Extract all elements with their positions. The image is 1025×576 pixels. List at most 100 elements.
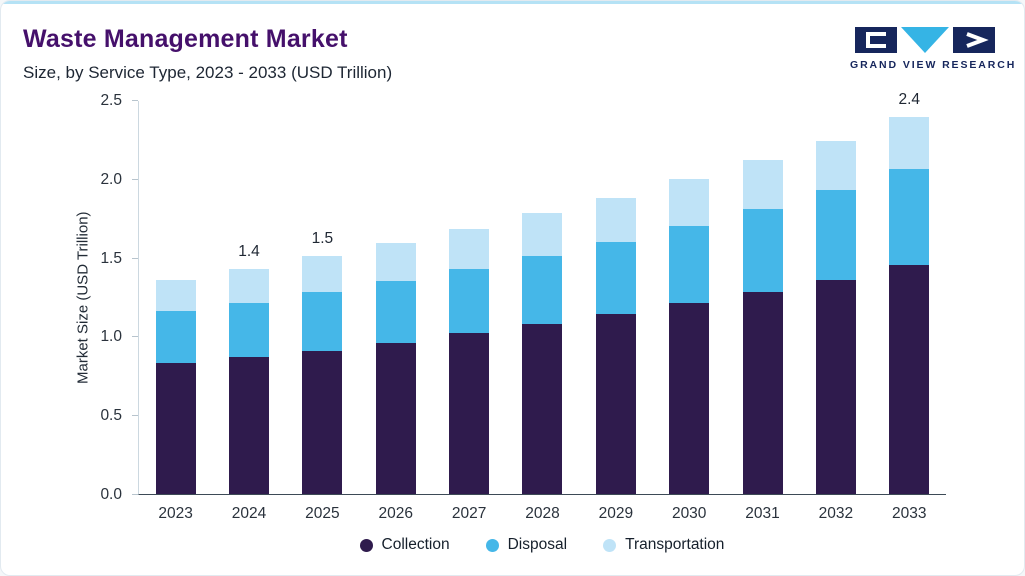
plot-area: 2023 1.4 2024 1.5 2025 2026 2027 2028 2029 2030 20… xyxy=(138,91,946,522)
bar-column: 2031 xyxy=(726,101,799,522)
bar-segment-collection xyxy=(449,333,490,494)
brand-logo: GRAND VIEW RESEARCH xyxy=(850,27,1017,71)
y-tick-label: 1.5 xyxy=(100,249,122,267)
y-tick-mark xyxy=(132,494,138,495)
bar-segment-transportation xyxy=(889,117,930,170)
top-accent-bar xyxy=(1,1,1024,4)
bar-segment-collection xyxy=(229,356,270,494)
bar-segment-transportation xyxy=(302,256,343,293)
bar-segment-disposal xyxy=(669,226,710,304)
stacked-bar xyxy=(449,229,490,494)
y-tick-label: 1.0 xyxy=(100,328,122,346)
stacked-bar xyxy=(669,178,710,494)
bar-column: 1.4 2024 xyxy=(212,101,285,522)
legend-label: Collection xyxy=(381,536,450,553)
y-tick-mark xyxy=(132,336,138,338)
bar-column: 2026 xyxy=(359,101,432,522)
bar-segment-disposal xyxy=(889,169,930,266)
y-tick-mark xyxy=(132,178,138,180)
legend-label: Transportation xyxy=(625,536,725,553)
bar-segment-disposal xyxy=(595,241,636,315)
legend-item-collection: Collection xyxy=(359,536,450,554)
bar-column: 2.4 2033 xyxy=(873,91,946,522)
legend-dot xyxy=(485,538,499,552)
x-tick-label: 2023 xyxy=(158,505,193,522)
bar-segment-disposal xyxy=(815,189,856,280)
y-tick-label: 2.0 xyxy=(100,170,122,188)
bar-total-label: 1.5 xyxy=(311,230,334,248)
bar-column: 2028 xyxy=(506,101,579,522)
page-subtitle: Size, by Service Type, 2023 - 2033 (USD … xyxy=(23,63,393,82)
bar-segment-transportation xyxy=(522,213,563,257)
stacked-bar xyxy=(302,256,343,494)
bar-segment-collection xyxy=(302,350,343,494)
stacked-bar xyxy=(889,117,930,494)
stacked-bar xyxy=(522,213,563,494)
bar-segment-transportation xyxy=(595,197,636,242)
y-tick-mark xyxy=(132,100,138,101)
bar-segment-transportation xyxy=(669,178,710,227)
x-tick-label: 2029 xyxy=(598,505,634,522)
stacked-bar xyxy=(815,141,856,494)
bar-column: 2032 xyxy=(799,101,872,522)
bar-column: 1.5 2025 xyxy=(286,101,359,522)
y-tick-label: 0.5 xyxy=(100,407,122,425)
bar-total-label: 1.4 xyxy=(238,242,260,260)
bar-segment-disposal xyxy=(742,208,783,293)
legend-label: Disposal xyxy=(507,536,568,553)
bar-segment-disposal xyxy=(522,256,563,324)
legend-item-transportation: Transportation xyxy=(603,536,724,554)
bar-segment-collection xyxy=(522,323,563,494)
legend-item-disposal: Disposal xyxy=(485,536,568,554)
bar-segment-collection xyxy=(375,342,416,494)
bar-segment-transportation xyxy=(815,141,856,190)
stacked-bar xyxy=(155,279,196,494)
x-tick-label: 2028 xyxy=(525,505,560,522)
y-tick-label: 2.5 xyxy=(100,92,122,109)
x-tick-label: 2032 xyxy=(818,505,854,522)
bar-segment-collection xyxy=(742,292,783,494)
bar-column: 2027 xyxy=(432,101,505,522)
y-tick-label: 0.0 xyxy=(100,486,122,503)
x-tick-label: 2024 xyxy=(231,505,267,522)
bar-segment-disposal xyxy=(229,303,270,357)
bar-segment-transportation xyxy=(742,159,783,209)
bar-segment-disposal xyxy=(449,268,490,334)
stacked-bar xyxy=(742,159,783,494)
bar-column: 2030 xyxy=(653,101,726,522)
brand-logo-icon xyxy=(855,27,995,53)
bar-column: 2029 xyxy=(579,101,652,522)
bar-segment-disposal xyxy=(302,292,343,351)
bar-segment-transportation xyxy=(375,243,416,282)
brand-logo-text: GRAND VIEW RESEARCH xyxy=(850,59,1017,71)
bar-segment-collection xyxy=(889,265,930,494)
x-tick-label: 2027 xyxy=(451,505,487,522)
x-tick-label: 2030 xyxy=(671,505,707,522)
y-axis-ticks: 0.0 0.5 1.0 1.5 2.0 2.5 xyxy=(1,92,138,503)
y-tick-mark xyxy=(132,257,138,259)
chart-legend: Collection Disposal Transportation xyxy=(138,536,946,554)
x-tick-label: 2025 xyxy=(305,505,340,522)
bar-segment-transportation xyxy=(229,268,270,304)
bar-segment-collection xyxy=(669,303,710,494)
legend-dot xyxy=(359,538,373,552)
stacked-bar xyxy=(229,268,270,494)
bar-column: 2023 xyxy=(139,101,212,522)
legend-dot xyxy=(603,538,617,552)
bar-segment-collection xyxy=(815,279,856,494)
bar-segment-collection xyxy=(155,363,196,494)
y-tick-mark xyxy=(132,415,138,417)
bar-segment-disposal xyxy=(155,311,196,364)
stacked-bar xyxy=(375,243,416,494)
chart-header: Waste Management Market Size, by Service… xyxy=(23,25,392,83)
bar-total-label: 2.4 xyxy=(898,91,921,109)
x-tick-label: 2026 xyxy=(378,505,413,522)
bar-segment-disposal xyxy=(375,281,416,343)
x-tick-label: 2031 xyxy=(745,505,780,522)
bar-segment-transportation xyxy=(449,229,490,269)
bar-segment-collection xyxy=(595,314,636,494)
bar-segment-transportation xyxy=(155,279,196,312)
x-tick-label: 2033 xyxy=(892,505,927,522)
stacked-bar xyxy=(595,197,636,494)
